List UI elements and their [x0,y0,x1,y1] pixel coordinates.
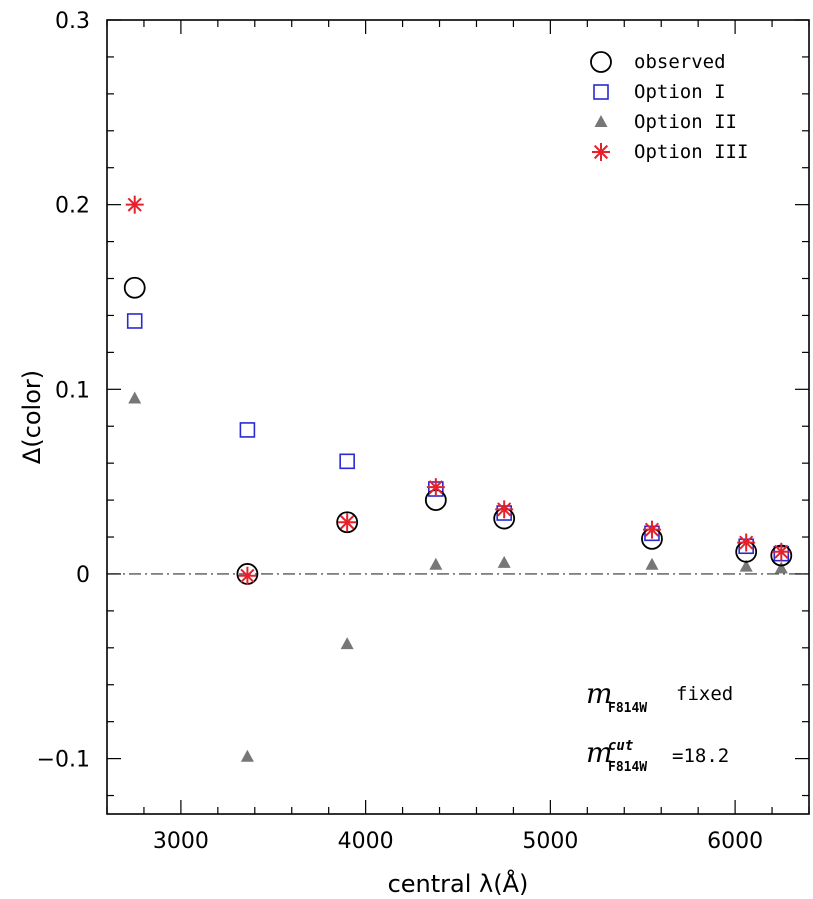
legend-marker-option-i [593,84,609,100]
annotation-cut: m cut F814W =18.2 [586,736,729,775]
option-ii-point [774,561,788,574]
y-tick-label: 0 [76,563,90,588]
x-tick-label: 6000 [707,829,763,854]
option-ii-point [240,749,254,762]
x-tick-label: 3000 [153,829,209,854]
option-i-point [126,313,143,329]
axis-ticks [106,19,810,814]
svg-text:m: m [586,736,613,769]
option-iii-point [125,195,144,214]
annotation-fixed: m F814W fixed [586,677,733,716]
y-tick-label: 0.2 [55,194,90,219]
data-marks [123,195,793,762]
option-i-point [239,422,256,438]
legend-marker-observed [590,51,612,73]
legend-label-observed: observed [634,51,726,73]
y-tick-label: 0.1 [55,378,90,403]
option-i-point [339,453,355,470]
option-ii-point [645,557,659,570]
svg-text:fixed: fixed [676,683,733,705]
option-iii-point [426,478,445,497]
legend: observed Option I Option II Option III [590,51,748,163]
legend-marker-option-ii [594,115,608,127]
option-iii-point [737,533,756,552]
plot-frame [106,19,810,815]
observed-point [336,511,359,534]
option-iii-point [238,566,257,585]
observed-point [123,276,146,299]
legend-marker-option-iii [592,143,610,161]
legend-label-option-i: Option I [634,81,726,103]
x-tick-label: 4000 [338,829,394,854]
svg-text:cut: cut [608,738,633,754]
option-ii-point [340,637,354,650]
y-tick-label: −0.1 [37,748,90,773]
option-iii-point [642,520,661,539]
svg-text:F814W: F814W [608,760,647,775]
option-iii-point [772,542,791,561]
legend-label-option-iii: Option III [634,141,748,163]
tick-labels: 3000 4000 5000 6000 0.3 0.2 0.1 0 −0.1 [37,9,764,854]
option-ii-point [739,559,753,572]
svg-text:=18.2: =18.2 [672,745,729,767]
y-tick-label: 0.3 [55,9,90,34]
option-ii-point [429,557,443,570]
option-iii-point [495,500,514,519]
x-axis-title: central λ(Å) [388,869,529,898]
svg-text:F814W: F814W [608,701,647,716]
legend-label-option-ii: Option II [634,111,737,133]
option-iii-point [338,513,357,532]
option-ii-point [128,391,142,404]
x-tick-label: 5000 [522,829,578,854]
svg-text:m: m [586,677,613,710]
y-axis-title: Δ(color) [18,370,46,464]
option-ii-point [497,555,511,568]
